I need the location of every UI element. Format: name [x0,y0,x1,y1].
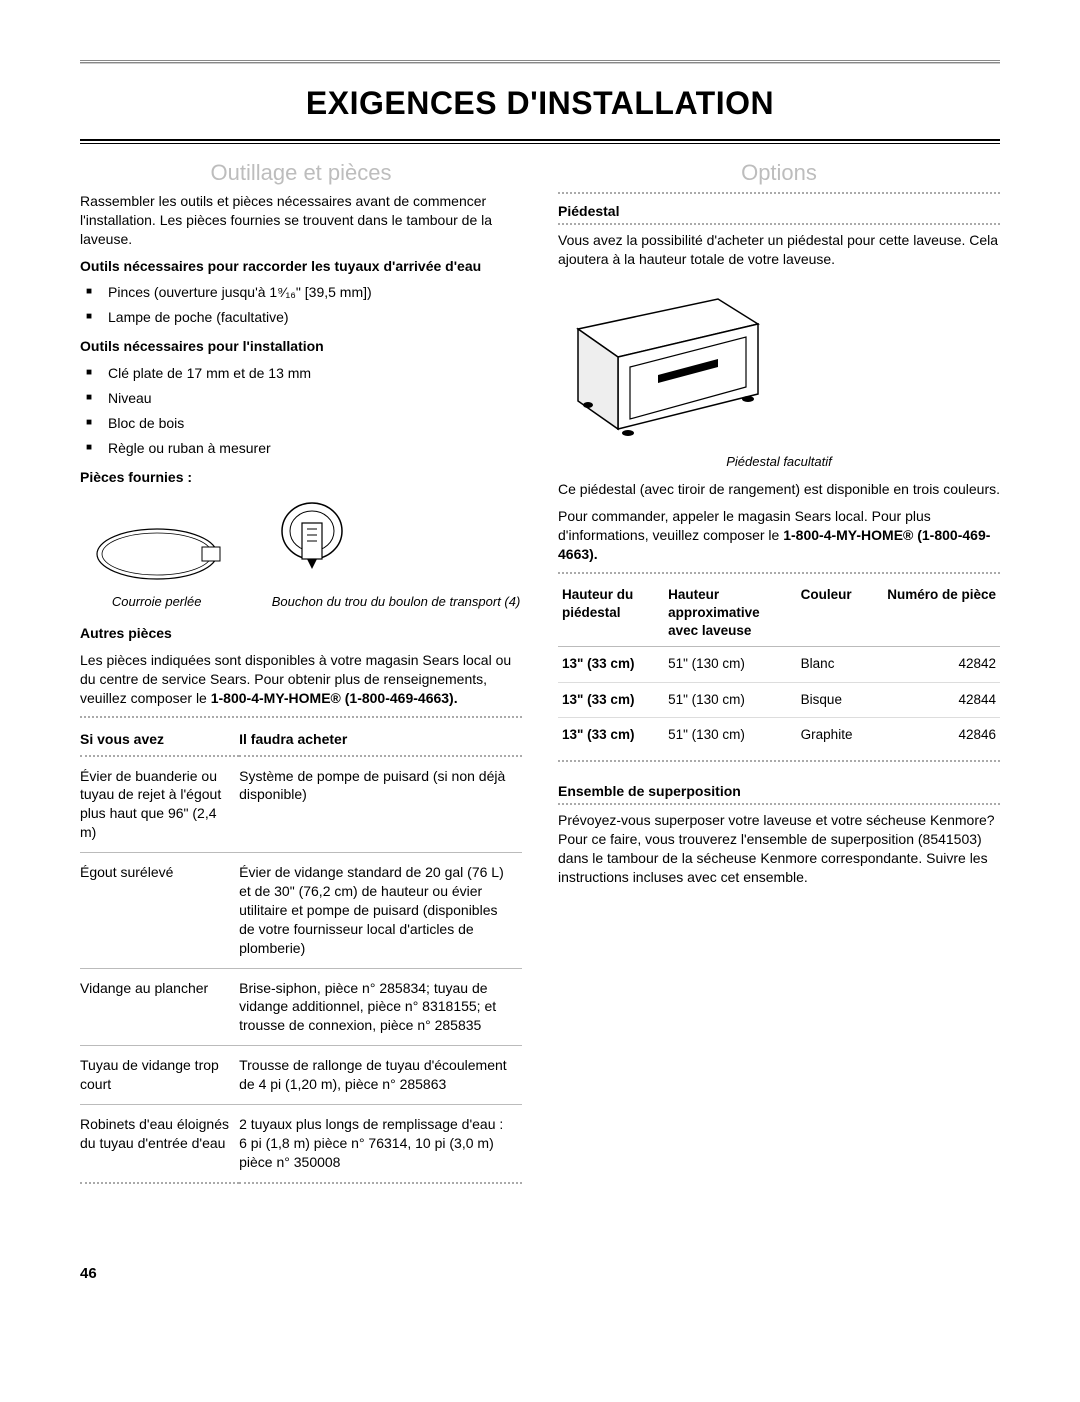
col-you-need: Il faudra acheter [239,724,522,756]
list-item: Clé plate de 17 mm et de 13 mm [86,364,522,383]
col-ped-height: Hauteur du piédestal [558,580,664,647]
table-row: Égout surélevéÉvier de vidange standard … [80,853,522,968]
col-part-num: Numéro de pièce [866,580,1001,647]
pedestal-heading: Piédestal [558,202,619,221]
options-heading: Options [558,158,1000,188]
col-color: Couleur [797,580,866,647]
cell-if-you-have: Tuyau de vidange trop court [80,1046,239,1105]
pedestal-order: Pour commander, appeler le magasin Sears… [558,507,1000,564]
figure-caption: Courroie perlée [82,593,232,611]
parts-figures-row: Courroie perlée Bouchon du trou du boulo… [80,499,522,611]
cell-you-need: 2 tuyaux plus longs de remplissage d'eau… [239,1105,522,1183]
cell-you-need: Système de pompe de puisard (si non déjà… [239,756,522,853]
title-rule-2 [80,143,1000,144]
cell-if-you-have: Robinets d'eau éloignés du tuyau d'entré… [80,1105,239,1183]
table-row: Robinets d'eau éloignés du tuyau d'entré… [80,1105,522,1183]
table-top-rule [80,716,522,718]
beaded-strap-figure: Courroie perlée [82,519,232,611]
list-item: Bloc de bois [86,414,522,433]
top-double-rule [80,60,1000,64]
cell-you-need: Évier de vidange standard de 20 gal (76 … [239,853,522,968]
list-item: Pinces (ouverture jusqu'à 1⁹⁄₁₆" [39,5 m… [86,283,522,302]
cell-if-you-have: Vidange au plancher [80,968,239,1046]
phone-number: (1-800-469-4663). [345,690,458,706]
cell: 13" (33 cm) [558,717,664,752]
stack-rule [558,803,1000,805]
pedestal-table: Hauteur du piédestal Hauteur approximati… [558,580,1000,752]
pedestal-rule [558,223,1000,225]
table-row: Tuyau de vidange trop courtTrousse de ra… [80,1046,522,1105]
table-row: 13" (33 cm)51" (130 cm)Blanc42842 [558,647,1000,682]
two-column-layout: Outillage et pièces Rassembler les outil… [80,158,1000,1184]
options-rule [558,192,1000,194]
beaded-strap-icon [82,519,232,589]
list-item: Règle ou ruban à mesurer [86,439,522,458]
cell: 13" (33 cm) [558,682,664,717]
pedestal-drawer-icon [558,279,778,449]
cell: 42842 [866,647,1001,682]
cell: 13" (33 cm) [558,647,664,682]
tools-install-head: Outils nécessaires pour l'installation [80,337,522,356]
stack-subhead-row: Ensemble de superposition [558,782,1000,801]
other-parts-head: Autres pièces [80,624,522,643]
figure-caption: Bouchon du trou du boulon de transport (… [272,593,521,611]
pedestal-intro: Vous avez la possibilité d'acheter un pi… [558,231,1000,269]
pedestal-note: Ce piédestal (avec tiroir de rangement) … [558,480,1000,499]
cell: Blanc [797,647,866,682]
cell: Graphite [797,717,866,752]
title-rule-1 [80,139,1000,141]
cell: 42844 [866,682,1001,717]
table-row: Évier de buanderie ou tuyau de rejet à l… [80,756,522,853]
right-column: Options Piédestal Vous avez la possibili… [558,158,1000,1184]
tools-water-list: Pinces (ouverture jusqu'à 1⁹⁄₁₆" [39,5 m… [80,283,522,327]
pedestal-figure [558,279,1000,449]
list-item: Niveau [86,389,522,408]
col-if-you-have: Si vous avez [80,724,239,756]
bolt-plug-icon [272,499,352,589]
col-approx-height: Hauteur approximative avec laveuse [664,580,797,647]
tools-install-list: Clé plate de 17 mm et de 13 mm Niveau Bl… [80,364,522,458]
tools-intro: Rassembler les outils et pièces nécessai… [80,192,522,249]
stack-kit-heading: Ensemble de superposition [558,782,741,801]
page-title: EXIGENCES D'INSTALLATION [80,82,1000,125]
cell: 51" (130 cm) [664,682,797,717]
table-row: Vidange au plancherBrise-siphon, pièce n… [80,968,522,1046]
parts-needed-table: Si vous avez Il faudra acheter Évier de … [80,724,522,1184]
tools-parts-heading: Outillage et pièces [80,158,522,188]
pedestal-subhead-row: Piédestal [558,202,1000,221]
cell-you-need: Brise-siphon, pièce n° 285834; tuyau de … [239,968,522,1046]
left-column: Outillage et pièces Rassembler les outil… [80,158,522,1184]
bolt-plug-figure: Bouchon du trou du boulon de transport (… [272,499,521,611]
pedestal-caption: Piédestal facultatif [558,453,1000,471]
phone-brand: 1-800-4-MY-HOME® [211,690,341,706]
tools-water-head: Outils nécessaires pour raccorder les tu… [80,257,522,276]
cell-if-you-have: Égout surélevé [80,853,239,968]
table-row: 13" (33 cm)51" (130 cm)Graphite42846 [558,717,1000,752]
other-parts-intro: Les pièces indiquées sont disponibles à … [80,651,522,708]
cell: 51" (130 cm) [664,647,797,682]
list-item: Lampe de poche (facultative) [86,308,522,327]
cell: 42846 [866,717,1001,752]
pedestal-table-top-rule [558,572,1000,574]
phone-brand: 1-800-4-MY-HOME® [783,527,913,543]
table-row: 13" (33 cm)51" (130 cm)Bisque42844 [558,682,1000,717]
cell-you-need: Trousse de rallonge de tuyau d'écoulemen… [239,1046,522,1105]
pedestal-table-bottom-rule [558,760,1000,762]
cell-if-you-have: Évier de buanderie ou tuyau de rejet à l… [80,756,239,853]
page-number: 46 [80,1264,1000,1284]
cell: Bisque [797,682,866,717]
stack-kit-body: Prévoyez-vous superposer votre laveuse e… [558,811,1000,887]
cell: 51" (130 cm) [664,717,797,752]
parts-supplied-head: Pièces fournies : [80,468,522,487]
